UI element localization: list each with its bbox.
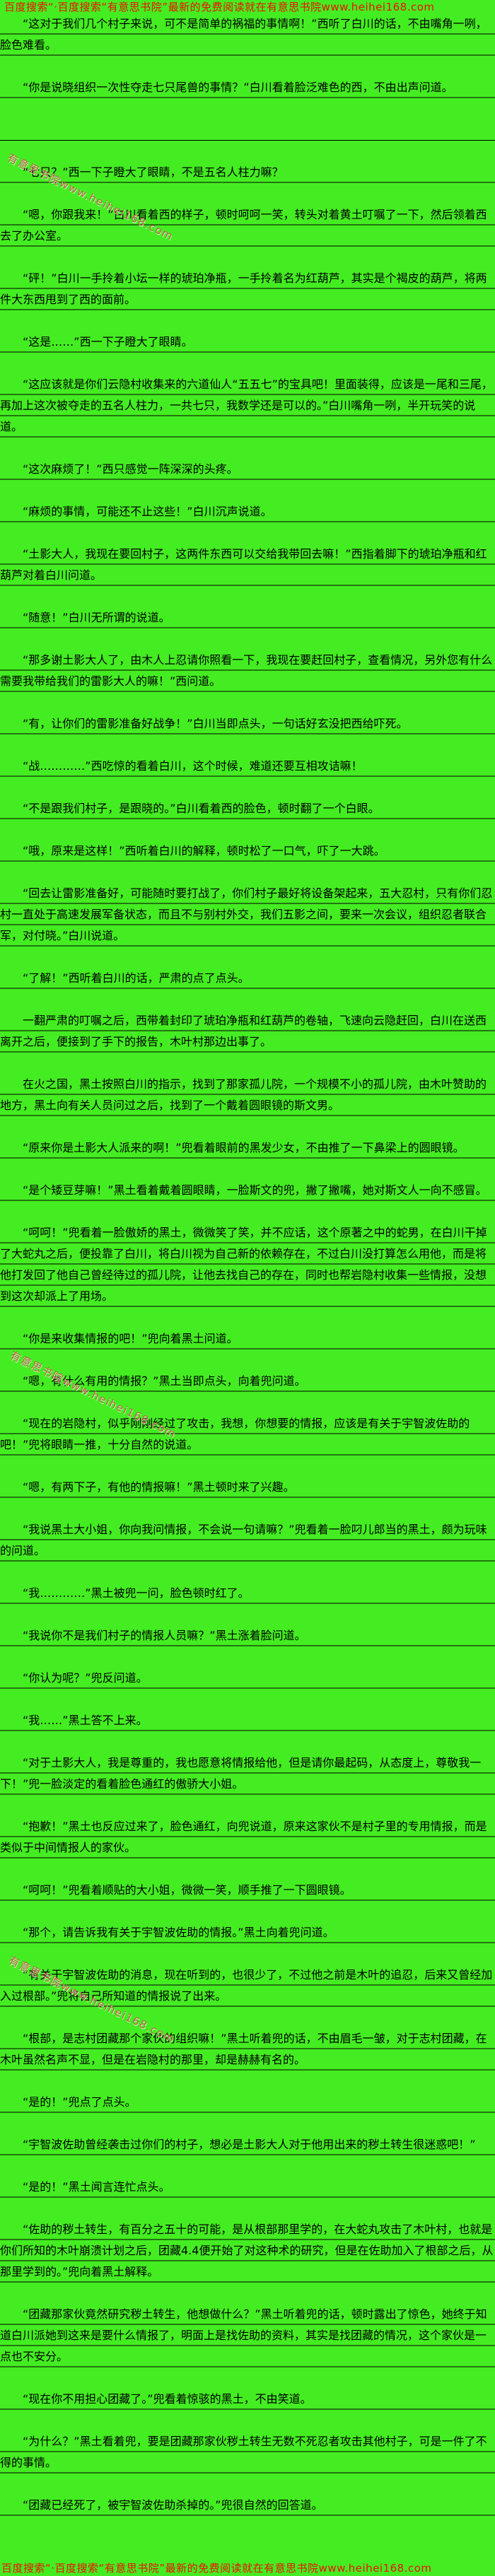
novel-paragraph: “土影大人，我现在要回村子，这两件东西可以交给我带回去嘛！”西指着脚下的琥珀净瓶…	[0, 544, 495, 586]
novel-paragraph: “砰！”白川一手拎着小坛一样的琥珀净瓶，一手拎着名为红葫芦，其实是个褐皮的葫芦，…	[0, 268, 495, 310]
novel-paragraph: “不是跟我们村子，是跟晓的。”白川看着西的脸色，顿时翻了一个白眼。	[0, 798, 495, 819]
novel-paragraph: “呵呵！”兜看着一脸傲娇的黑土，微微笑了笑，并不应话，这个原著之中的蛇男，在白川…	[0, 1222, 495, 1307]
novel-paragraph: “我说你不是我们村子的情报人员嘛？”黑土涨着脸问道。	[0, 1625, 495, 1646]
footer-promo-text: 百度搜索“·百度搜索“有意思书院”最新的免费阅读就在有意思书院www.heihe…	[1, 2562, 432, 2575]
chapter-text: “这对于我们几个村子来说，可不是简单的祸福的事情啊！”西听了白川的话，不由嘴角一…	[0, 13, 495, 2516]
novel-paragraph: “嗯，有两下子，有他的情报嘛！”黑土顿时来了兴趣。	[0, 1477, 495, 1498]
novel-paragraph: “我说黑土大小姐，你向我问情报，不会说一句请嘛？”兜看着一脸叼儿郎当的黑土，颇为…	[0, 1519, 495, 1562]
novel-paragraph: “为什么？”黑土看着兜，要是团藏那家伙秽土转生无数不死忍者攻击其他村子，可是一件…	[0, 2431, 495, 2473]
novel-paragraph: “佐助的秽土转生，有百分之五十的可能，是从根部那里学的，在大蛇丸攻击了木叶村，也…	[0, 2219, 495, 2283]
novel-paragraph: “团藏那家伙竟然研究秽土转生，他想做什么？”黑土听着兜的话，顿时露出了惊色，她终…	[0, 2304, 495, 2367]
novel-paragraph: “哦，原来是这样！”西听着白川的解释，顿时松了一口气，吓了一大跳。	[0, 841, 495, 862]
novel-paragraph: “是的！”兜点了点头。	[0, 2092, 495, 2113]
novel-paragraph: 一翻严肃的叮嘱之后，西带着封印了琥珀净瓶和红葫芦的卷轴，飞速向云隐赶回，白川在送…	[0, 1010, 495, 1053]
novel-paragraph: “根部，是志村团藏那个家伙的组织嘛！”黑土听着兜的话，不由眉毛一皱，对于志村团藏…	[0, 2028, 495, 2071]
novel-paragraph: “战…………”西吃惊的看着白川，这个时候，难道还要互相攻诘嘛！	[0, 756, 495, 777]
novel-paragraph: “团藏已经死了，被宇智波佐助杀掉的。”兜很自然的回答道。	[0, 2495, 495, 2516]
novel-paragraph: “嗯，你跟我来！”白川看着西的样子，顿时呵呵一笑，转头对着黄土叮嘱了一下，然后领…	[0, 204, 495, 247]
novel-paragraph: “现在的岩隐村，似乎刚刚经过了攻击，我想，你想要的情报，应该是有关于宇智波佐助的…	[0, 1413, 495, 1456]
novel-paragraph: “你是来收集情报的吧！”兜向着黑土问道。	[0, 1328, 495, 1350]
novel-paragraph: “嗯，有什么有用的情报？”黑土当即点头，向着兜问道。	[0, 1371, 495, 1392]
novel-paragraph: “这次麻烦了！”西只感觉一阵深深的头疼。	[0, 459, 495, 480]
novel-paragraph: “对于土影大人，我是尊重的，我也愿意将情报给他，但是请你最起码，从态度上，尊敬我…	[0, 1752, 495, 1795]
novel-paragraph: “宇智波佐助曾经袭击过你们的村子，想必是土影大人对于他用出来的秽土转生很迷惑吧！…	[0, 2134, 495, 2155]
novel-paragraph: “有，让你们的雷影准备好战争！”白川当即点头，一句话好玄没把西给吓死。	[0, 713, 495, 734]
novel-paragraph: “是个矮豆芽嘛！”黑土看着戴着圆眼睛，一脸斯文的兜，撇了撇嘴，她对斯文人一向不感…	[0, 1180, 495, 1201]
header-promo-text: 百度搜索“·百度搜索“有意思书院”最新的免费阅读就在有意思书院www.heihe…	[4, 1, 435, 13]
novel-paragraph: “那个，请告诉我有关于宇智波佐助的情报。”黑土向着兜问道。	[0, 1922, 495, 1943]
novel-paragraph: “抱歉！”黑土也反应过来了，脸色通红，向兜说道，原来这家伙不是村子里的专用情报，…	[0, 1816, 495, 1858]
novel-paragraph: “有关于宇智波佐助的消息，现在听到的，也很少了，不过他之前是木叶的追忍，后来又曾…	[0, 1965, 495, 2007]
novel-paragraph: “回去让雷影准备好，可能随时要打战了，你们村子最好将设备架起来，五大忍村，只有你…	[0, 883, 495, 947]
blank-rule	[0, 119, 495, 141]
novel-paragraph: “这应该就是你们云隐村收集来的六道仙人“五五七”的宝具吧！里面装得，应该是一尾和…	[0, 374, 495, 438]
novel-paragraph: “你是说晓组织一次性夺走七只尾兽的事情？”白川看着脸泛难色的西，不由出声问道。	[0, 77, 495, 98]
novel-paragraph: “这是……”西一下子瞪大了眼睛。	[0, 332, 495, 353]
novel-paragraph: “随意！”白川无所谓的说道。	[0, 607, 495, 628]
novel-paragraph: “现在你不用担心团藏了。”兜看着惊骇的黑土，不由笑道。	[0, 2389, 495, 2410]
novel-paragraph: “我…………”黑土被兜一问，脸色顿时红了。	[0, 1583, 495, 1604]
novel-paragraph: “麻烦的事情，可能还不止这些！”白川沉声说道。	[0, 501, 495, 522]
novel-paragraph: “七只？”西一下子瞪大了眼睛，不是五名人柱力嘛？	[0, 162, 495, 183]
novel-paragraph: “原来你是土影大人派来的啊！”兜看着眼前的黑发少女，不由推了一下鼻梁上的圆眼镜。	[0, 1137, 495, 1159]
novel-paragraph: “那多谢土影大人了，由木人上忍请你照看一下，我现在要赶回村子，查看情况，另外您有…	[0, 650, 495, 692]
novel-paragraph: “了解！”西听着白川的话，严肃的点了点头。	[0, 968, 495, 989]
novel-paragraph: “这对于我们几个村子来说，可不是简单的祸福的事情啊！”西听了白川的话，不由嘴角一…	[0, 13, 495, 56]
novel-paragraph: “我……”黑土答不上来。	[0, 1710, 495, 1731]
novel-paragraph: “呵呵！”兜看着顺贴的大小姐，微微一笑，顺手推了一下圆眼镜。	[0, 1880, 495, 1901]
novel-paragraph: “你认为呢？”兜反问道。	[0, 1668, 495, 1689]
novel-paragraph: “是的！”黑土闻言连忙点头。	[0, 2177, 495, 2198]
novel-paragraph: 在火之国，黑土按照白川的指示，找到了那家孤儿院，一个规模不小的孤儿院，由木叶赞助…	[0, 1074, 495, 1116]
